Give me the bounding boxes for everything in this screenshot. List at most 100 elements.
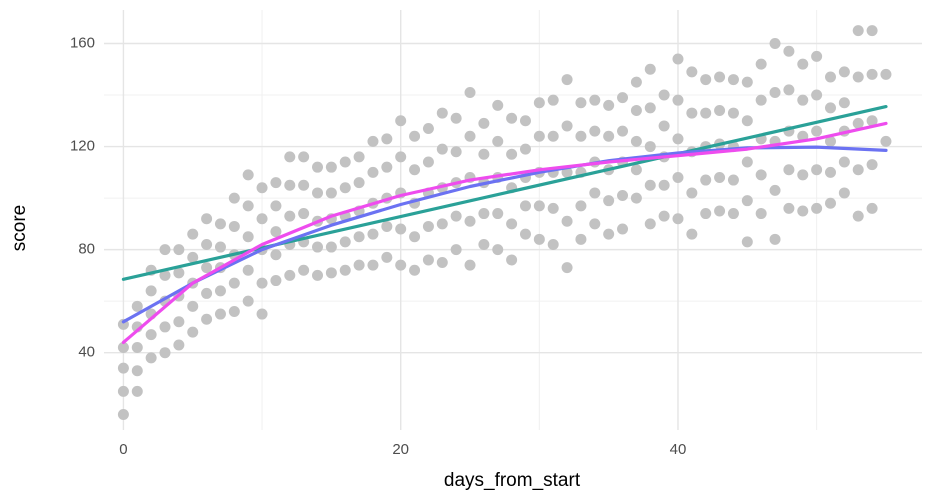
point — [436, 257, 448, 269]
point — [603, 99, 615, 111]
point — [686, 228, 698, 240]
point — [630, 104, 642, 116]
point — [256, 182, 268, 194]
point — [228, 220, 240, 232]
point — [367, 135, 379, 147]
point — [866, 202, 878, 214]
point — [214, 285, 226, 297]
point — [117, 342, 129, 354]
point — [381, 251, 393, 263]
point — [214, 241, 226, 253]
point — [769, 233, 781, 245]
point — [547, 238, 559, 250]
point — [644, 141, 656, 153]
point — [422, 156, 434, 168]
point — [533, 97, 545, 109]
point — [783, 164, 795, 176]
point — [838, 66, 850, 78]
x-tick-label: 40 — [670, 441, 687, 458]
point — [409, 130, 421, 142]
point — [436, 143, 448, 155]
point — [658, 120, 670, 132]
point — [838, 97, 850, 109]
point — [769, 86, 781, 98]
point — [492, 208, 504, 220]
point — [533, 200, 545, 212]
point — [131, 385, 143, 397]
point — [159, 321, 171, 333]
point — [117, 385, 129, 397]
point — [117, 362, 129, 374]
point — [824, 166, 836, 178]
point — [187, 228, 199, 240]
point — [131, 342, 143, 354]
point — [603, 130, 615, 142]
point — [339, 156, 351, 168]
point — [589, 125, 601, 137]
point — [714, 104, 726, 116]
point — [547, 94, 559, 106]
point — [672, 213, 684, 225]
point — [367, 166, 379, 178]
point — [270, 200, 282, 212]
point — [672, 94, 684, 106]
point — [478, 208, 490, 220]
point — [436, 218, 448, 230]
point — [242, 169, 254, 181]
point — [506, 254, 518, 266]
fit-line — [121, 145, 888, 324]
point — [450, 210, 462, 222]
point — [658, 179, 670, 191]
point — [256, 308, 268, 320]
point — [824, 71, 836, 83]
point — [741, 195, 753, 207]
point — [797, 94, 809, 106]
point — [325, 187, 337, 199]
point — [228, 277, 240, 289]
point — [866, 159, 878, 171]
point — [353, 177, 365, 189]
point — [381, 220, 393, 232]
point — [686, 107, 698, 119]
fit-line — [121, 121, 888, 344]
point — [422, 220, 434, 232]
point — [700, 174, 712, 186]
point — [464, 215, 476, 227]
point — [464, 130, 476, 142]
point — [145, 285, 157, 297]
point — [519, 115, 531, 127]
point — [492, 244, 504, 256]
point — [173, 339, 185, 351]
point — [131, 365, 143, 377]
point — [159, 244, 171, 256]
point — [187, 326, 199, 338]
point — [561, 215, 573, 227]
point — [658, 210, 670, 222]
point — [478, 117, 490, 129]
point — [201, 238, 213, 250]
point — [422, 254, 434, 266]
point — [741, 115, 753, 127]
point — [824, 102, 836, 114]
point — [644, 102, 656, 114]
point — [381, 161, 393, 173]
point — [298, 179, 310, 191]
point — [672, 171, 684, 183]
point — [797, 58, 809, 70]
point — [852, 164, 864, 176]
point — [797, 169, 809, 181]
point — [159, 347, 171, 359]
point — [312, 241, 324, 253]
y-axis-label: score — [9, 205, 30, 251]
x-tick-label: 0 — [119, 441, 127, 458]
point — [325, 161, 337, 173]
point — [589, 218, 601, 230]
point — [644, 179, 656, 191]
point — [450, 112, 462, 124]
point — [367, 228, 379, 240]
y-tick-label: 80 — [78, 241, 95, 258]
point — [312, 187, 324, 199]
point — [617, 92, 629, 104]
point — [714, 205, 726, 217]
